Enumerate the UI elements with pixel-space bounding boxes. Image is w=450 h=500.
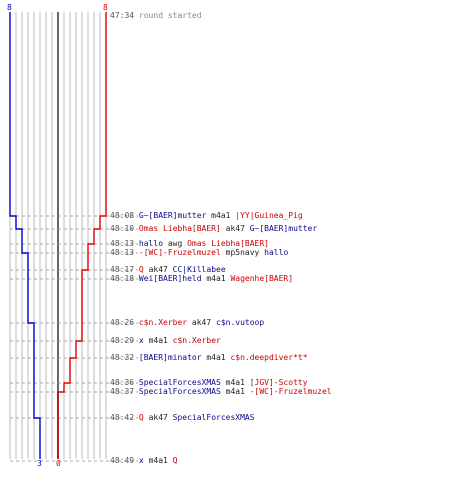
event-timestamp: 48:18 <box>110 274 135 283</box>
blue-team-start-score: 8 <box>7 3 12 12</box>
blue-player-name: x <box>138 336 144 345</box>
blue-player-name: G~[BAER]mutter <box>249 224 318 233</box>
event-timestamp: 48:13 <box>110 248 135 257</box>
kill-event-row: 48:42 Q ak47 SpecialForcesXMAS <box>110 413 255 423</box>
event-timestamp: 48:08 <box>110 211 135 220</box>
blue-player-name: Wei[BAER]held <box>138 274 202 283</box>
kill-event-row: 48:29 x m4a1 c$n.Xerber <box>110 336 221 346</box>
blue-player-name: SpecialForcesXMAS <box>138 378 221 387</box>
blue-player-name: CC|Killabee <box>172 265 226 274</box>
event-weapon: m4a1 <box>220 387 250 396</box>
kill-event-row: 48:10 Omas Liebha[BAER] ak47 G~[BAER]mut… <box>110 224 317 234</box>
red-player-name: -[WC]-Fruzelmuzel <box>249 387 332 396</box>
event-timestamp: 48:32 <box>110 353 135 362</box>
event-weapon: m4a1 <box>201 274 231 283</box>
red-player-name: c$n.Xerber <box>172 336 221 345</box>
red-team-start-score: 8 <box>103 3 108 12</box>
blue-player-name: x <box>138 456 144 465</box>
event-timestamp: 47:34 <box>110 11 135 20</box>
event-weapon: mp5navy <box>220 248 265 257</box>
blue-team-alive-line <box>9 12 41 459</box>
event-weapon: m4a1 <box>206 211 236 220</box>
kill-event-row: 48:18 Wei[BAER]held m4a1 Wagenhe[BAER] <box>110 274 293 284</box>
event-weapon: ak47 <box>143 413 173 422</box>
event-weapon: ak47 <box>187 318 216 327</box>
red-player-name: [JGV]-Scotty <box>249 378 308 387</box>
red-player-name: Q <box>138 413 144 422</box>
kill-event-row: 48:49 x m4a1 Q <box>110 456 177 466</box>
blue-player-name: hallo <box>264 248 289 257</box>
red-player-name: c$n.deepdiver*t* <box>230 353 308 362</box>
red-player-name: Omas Liebha[BAER] <box>187 239 269 248</box>
red-player-name: |YY|Guinea_Pig <box>235 211 303 220</box>
event-timestamp: 48:37 <box>110 387 135 396</box>
kill-event-row: 48:26 c$n.Xerber ak47 c$n.vutoop <box>110 318 264 328</box>
kill-event-row: 48:13 hallo awg Omas Liebha[BAER] <box>110 239 269 249</box>
event-weapon: m4a1 <box>143 336 173 345</box>
event-timestamp: 48:10 <box>110 224 135 233</box>
event-weapon: ak47 <box>220 224 250 233</box>
event-timestamp: 48:17 <box>110 265 135 274</box>
kill-event-row: 48:36 SpecialForcesXMAS m4a1 [JGV]-Scott… <box>110 378 308 388</box>
red-team-end-score: 0 <box>56 459 61 468</box>
event-weapon: m4a1 <box>220 378 250 387</box>
red-player-name: c$n.Xerber <box>138 318 188 327</box>
blue-player-name: [BAER]minator <box>138 353 202 362</box>
red-player-name: Q <box>138 265 144 274</box>
blue-player-name: c$n.vutoop <box>216 318 265 327</box>
blue-player-name: G~[BAER]mutter <box>138 211 207 220</box>
kill-event-row: 48:13 -[WC]-Fruzelmuzel mp5navy hallo <box>110 248 288 258</box>
event-text: round started <box>138 11 202 20</box>
blue-player-name: SpecialForcesXMAS <box>172 413 255 422</box>
event-weapon: m4a1 <box>201 353 231 362</box>
blue-player-name: SpecialForcesXMAS <box>138 387 221 396</box>
blue-player-name: hallo <box>138 239 164 248</box>
red-player-name: Wagenhe[BAER] <box>230 274 294 283</box>
event-weapon: ak47 <box>143 265 173 274</box>
kill-event-row: 48:17 Q ak47 CC|Killabee <box>110 265 226 275</box>
kill-event-row: 48:32 [BAER]minator m4a1 c$n.deepdiver*t… <box>110 353 308 363</box>
red-team-alive-line <box>57 12 107 459</box>
kill-event-row: 48:37 SpecialForcesXMAS m4a1 -[WC]-Fruze… <box>110 387 332 397</box>
kill-event-row: 48:08 G~[BAER]mutter m4a1 |YY|Guinea_Pig <box>110 211 303 221</box>
red-player-name: Omas Liebha[BAER] <box>138 224 221 233</box>
event-weapon: m4a1 <box>143 456 173 465</box>
blue-team-end-score: 3 <box>37 459 42 468</box>
red-player-name: Q <box>172 456 178 465</box>
event-timestamp: 48:42 <box>110 413 135 422</box>
event-weapon: awg <box>163 239 188 248</box>
event-timestamp: 48:36 <box>110 378 135 387</box>
kill-event-row: 47:34 round started <box>110 11 202 21</box>
event-timestamp: 48:49 <box>110 456 135 465</box>
event-timestamp: 48:29 <box>110 336 135 345</box>
event-timestamp: 48:26 <box>110 318 135 327</box>
red-player-name: -[WC]-Fruzelmuzel <box>138 248 221 257</box>
event-timestamp: 48:13 <box>110 239 135 248</box>
